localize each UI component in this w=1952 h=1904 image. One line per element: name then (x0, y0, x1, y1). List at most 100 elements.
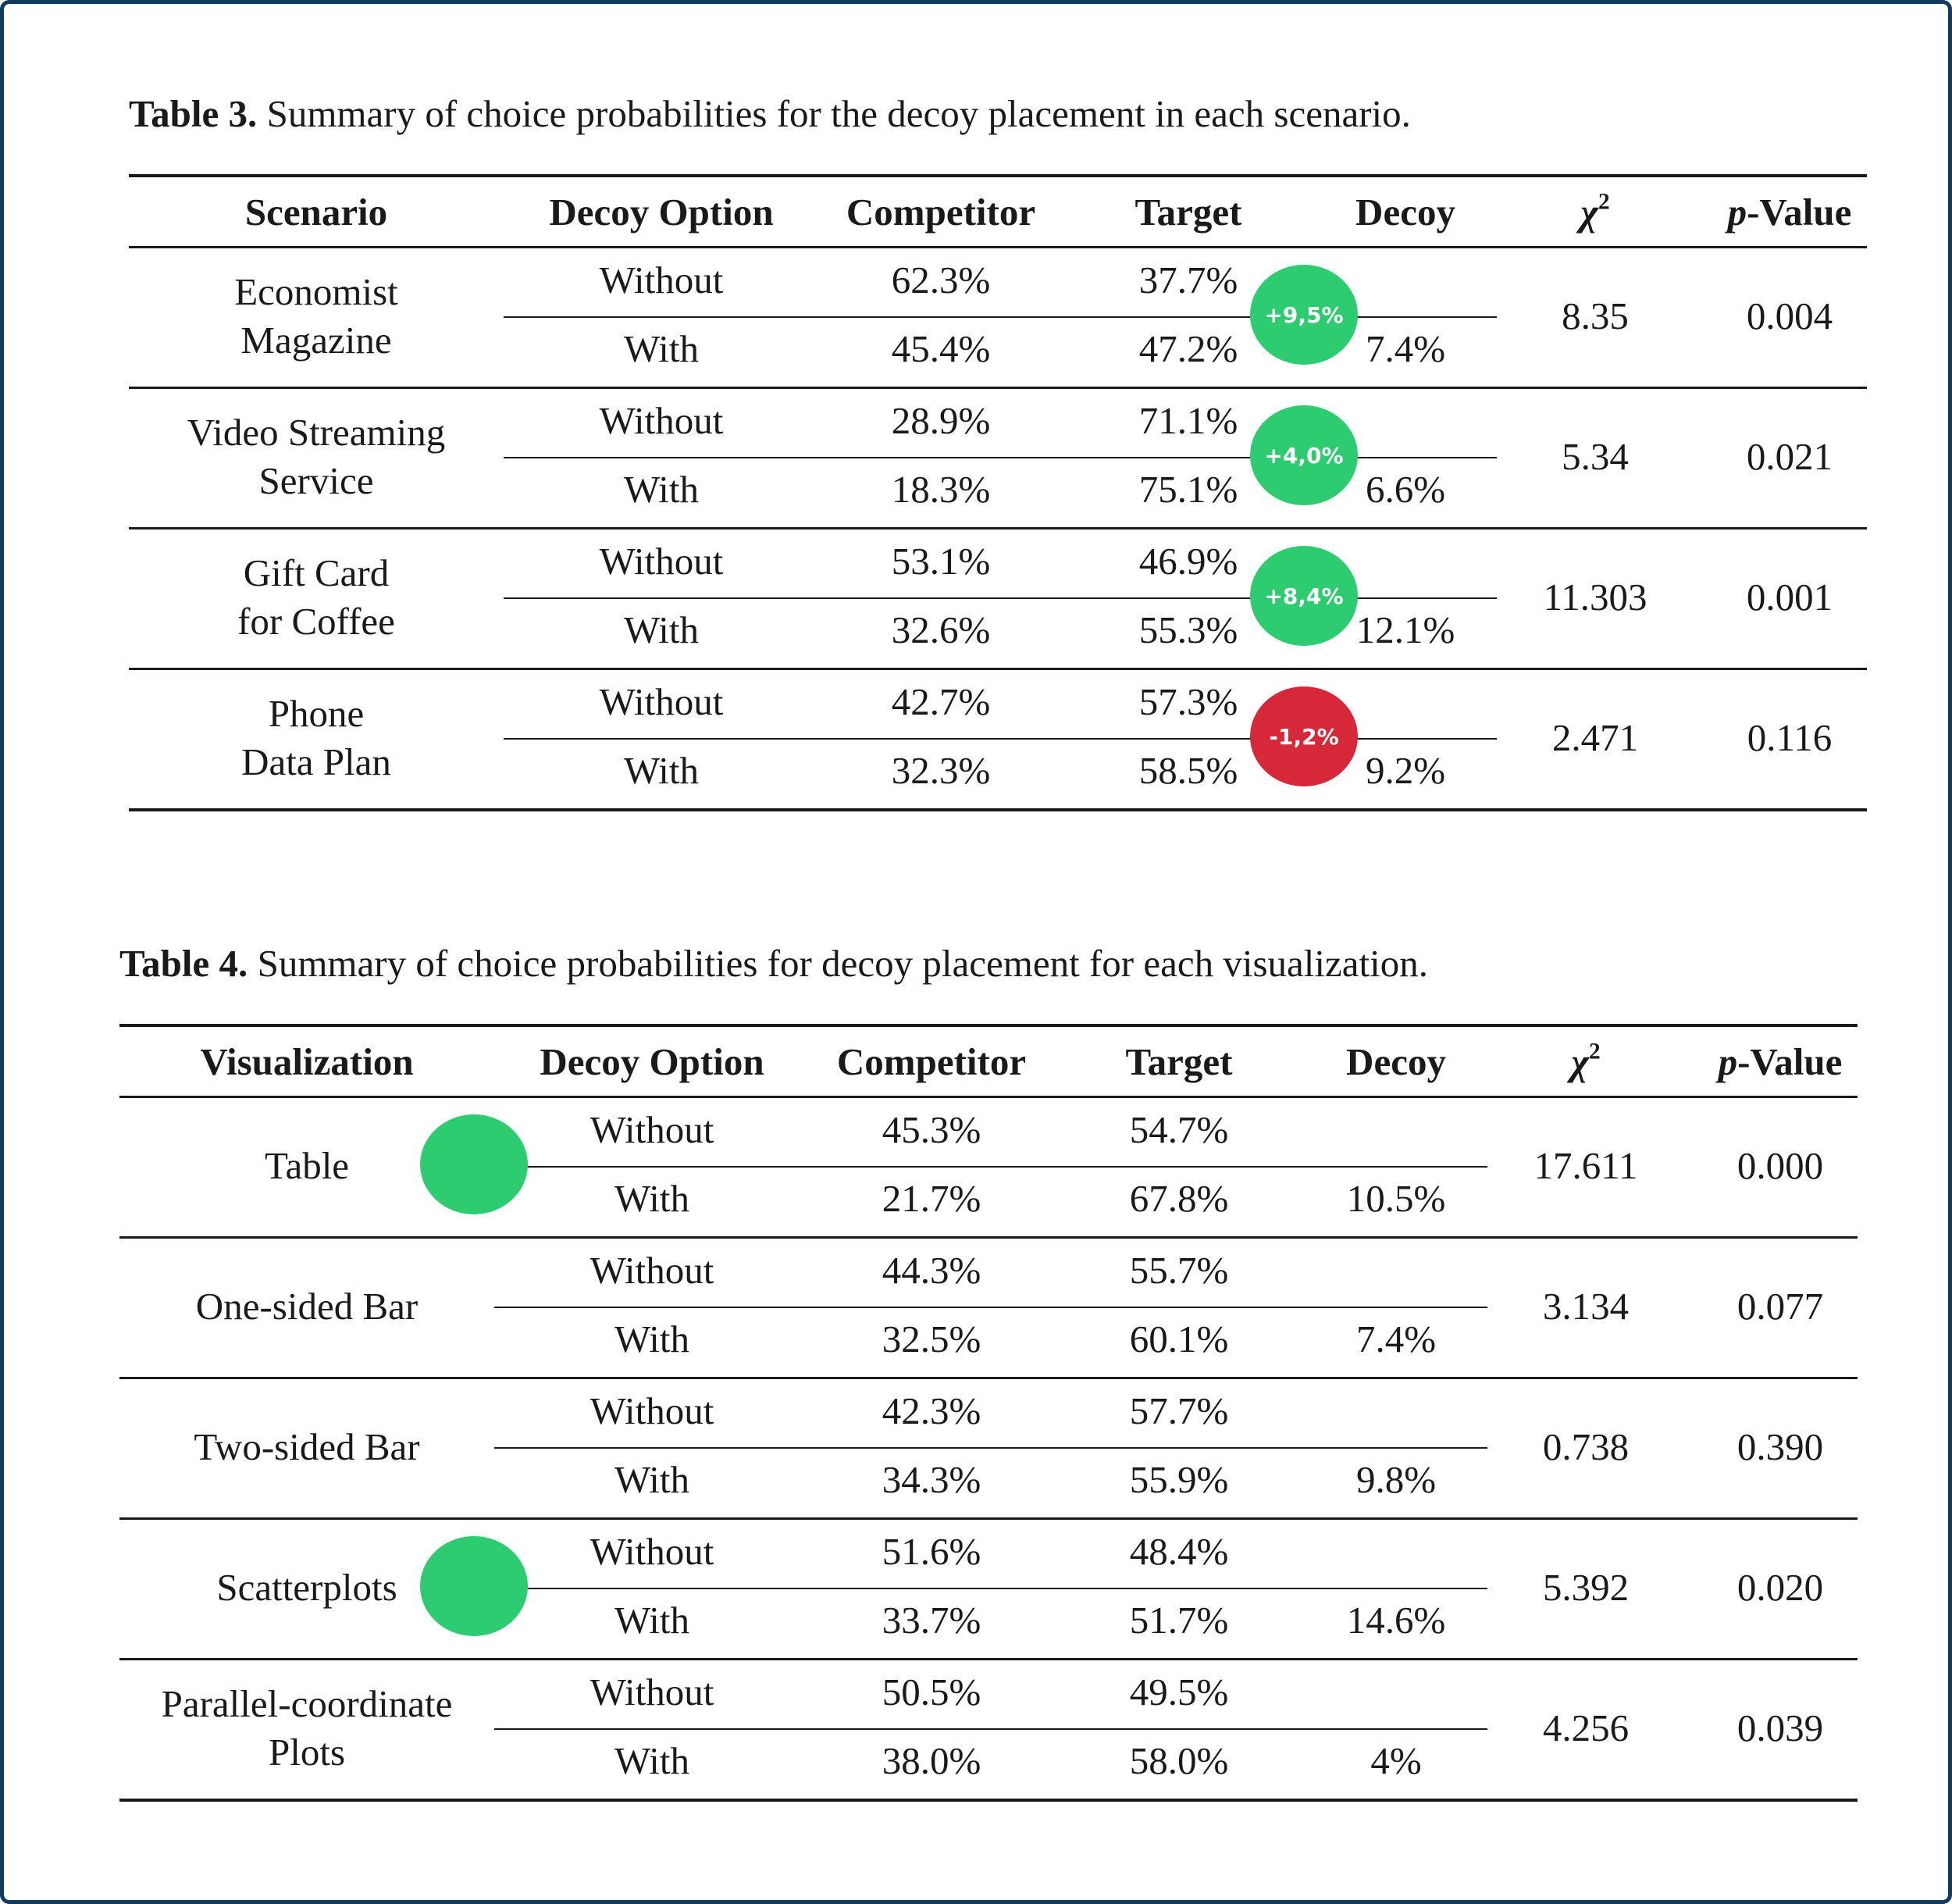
competitor-cell: 42.3% (882, 1389, 981, 1433)
chi-squared-value: 5.392 (1542, 1566, 1630, 1610)
target-cell: 51.7% (1129, 1599, 1229, 1642)
group-divider (129, 668, 1867, 670)
p-symbol: p (1718, 1040, 1738, 1084)
decoy-option-cell: Without (599, 259, 724, 302)
competitor-cell: 44.3% (882, 1249, 981, 1293)
decoy-option-cell: With (623, 327, 700, 371)
decoy-option-cell: Without (590, 1249, 714, 1293)
target-cell: 57.3% (1138, 680, 1238, 724)
header-competitor: Competitor (836, 1040, 1027, 1084)
target-change-badge: +4,0% (1250, 405, 1358, 505)
chi-exponent: 2 (1598, 189, 1610, 215)
decoy-cell: 4% (1370, 1739, 1422, 1783)
target-cell: 49.5% (1129, 1670, 1229, 1714)
p-value: 0.004 (1746, 294, 1833, 338)
target-change-badge: +8,4% (1250, 546, 1358, 646)
p-suffix: -Value (1737, 1040, 1843, 1084)
target-cell: 55.3% (1138, 608, 1238, 652)
table-3-caption-text: Summary of choice probabilities for the … (266, 92, 1411, 135)
decoy-option-cell: Without (590, 1530, 714, 1574)
group-name-line: for Coffee (237, 600, 395, 644)
header-competitor: Competitor (846, 191, 1036, 234)
target-cell: 57.7% (1129, 1389, 1229, 1433)
group-name-line: Video Streaming (187, 411, 446, 455)
row-divider (494, 1307, 1487, 1308)
decoy-option-cell: With (623, 468, 700, 512)
decoy-cell: 10.5% (1346, 1177, 1446, 1221)
decoy-cell: 6.6% (1365, 468, 1446, 512)
decoy-option-cell: Without (599, 680, 724, 724)
target-cell: 48.4% (1129, 1530, 1229, 1574)
decoy-option-cell: Without (599, 399, 724, 443)
row-divider (494, 1166, 1487, 1168)
competitor-cell: 34.3% (882, 1458, 981, 1502)
competitor-cell: 32.3% (891, 749, 991, 793)
chi-symbol: χ (1571, 1040, 1590, 1084)
group-name-line: Phone (268, 692, 365, 736)
group-divider (119, 1658, 1858, 1660)
decoy-cell: 7.4% (1365, 327, 1446, 371)
p-value: 0.116 (1747, 716, 1833, 760)
group-name-line: One-sided Bar (195, 1285, 419, 1328)
decoy-option-cell: With (614, 1599, 690, 1642)
competitor-cell: 62.3% (891, 259, 991, 302)
p-value: 0.000 (1736, 1144, 1824, 1188)
competitor-cell: 28.9% (891, 399, 991, 443)
chi-squared-value: 8.35 (1562, 294, 1629, 338)
competitor-cell: 45.4% (891, 327, 991, 371)
header-option: Decoy Option (549, 191, 774, 234)
target-cell: 58.5% (1138, 749, 1238, 793)
p-symbol: p (1727, 191, 1747, 234)
header-decoy: Decoy (1355, 191, 1455, 234)
group-divider (129, 387, 1867, 389)
target-cell: 54.7% (1129, 1108, 1229, 1152)
table-4-caption-text: Summary of choice probabilities for deco… (257, 942, 1428, 985)
chi-squared-value: 4.256 (1542, 1706, 1630, 1750)
target-change-badge: +9,5% (1250, 265, 1358, 365)
header-p-value: p-Value (1728, 187, 1852, 237)
header-first: Visualization (200, 1040, 414, 1084)
decoy-option-cell: With (614, 1458, 690, 1502)
decoy-option-cell: Without (590, 1670, 714, 1714)
competitor-cell: 38.0% (882, 1739, 981, 1783)
p-value: 0.039 (1736, 1706, 1824, 1750)
p-value: 0.077 (1736, 1285, 1824, 1328)
group-name-line: Service (258, 459, 374, 503)
group-name-line: Parallel-coordinate (161, 1682, 453, 1726)
chi-symbol: χ (1580, 191, 1599, 234)
decoy-cell: 12.1% (1355, 608, 1455, 652)
target-cell: 75.1% (1138, 468, 1238, 512)
competitor-cell: 45.3% (882, 1108, 981, 1152)
chi-squared-value: 11.303 (1543, 576, 1647, 619)
table4-header-rule (119, 1096, 1858, 1098)
header-option: Decoy Option (540, 1040, 764, 1084)
competitor-cell: 21.7% (882, 1177, 981, 1221)
competitor-cell: 53.1% (891, 540, 991, 583)
header-decoy: Decoy (1346, 1040, 1446, 1084)
target-cell: 37.7% (1138, 259, 1238, 302)
decoy-option-cell: With (614, 1739, 690, 1783)
decoy-cell: 7.4% (1355, 1317, 1437, 1361)
competitor-cell: 32.6% (891, 608, 991, 652)
chi-exponent: 2 (1589, 1039, 1601, 1064)
target-change-badge: -1,2% (1250, 686, 1358, 786)
table-3-label: Table 3. (129, 92, 258, 135)
group-name-line: Data Plan (241, 740, 391, 784)
group-name-line: Magazine (240, 319, 392, 362)
target-cell: 71.1% (1138, 399, 1238, 443)
group-divider (119, 1517, 1858, 1520)
target-cell: 55.7% (1129, 1249, 1229, 1293)
row-divider (504, 738, 1497, 740)
group-name-line: Two-sided Bar (194, 1425, 420, 1469)
decoy-option-cell: With (623, 608, 700, 652)
competitor-cell: 42.7% (891, 680, 991, 724)
group-divider (129, 527, 1867, 529)
row-divider (504, 316, 1497, 318)
table4-top-rule (119, 1024, 1858, 1027)
decoy-option-cell: With (614, 1177, 690, 1221)
row-divider (494, 1447, 1487, 1449)
target-cell: 55.9% (1129, 1458, 1229, 1502)
p-value: 0.021 (1746, 435, 1833, 479)
chi-squared-value: 17.611 (1533, 1144, 1638, 1188)
